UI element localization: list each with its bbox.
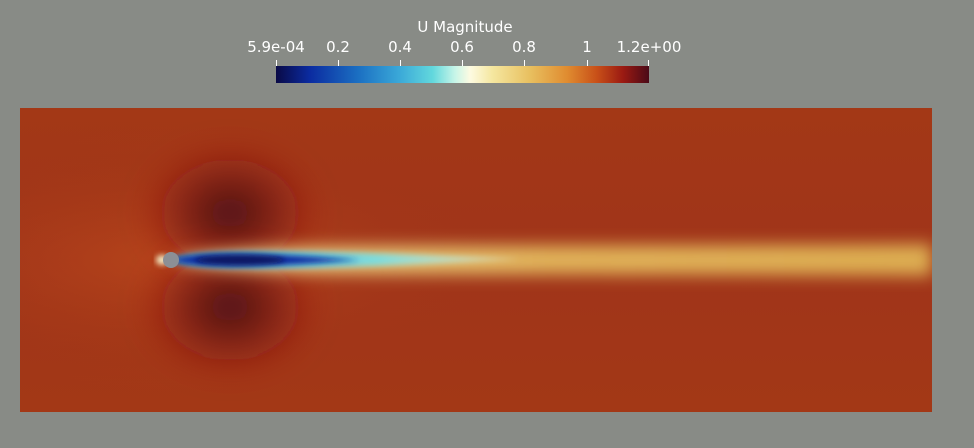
flow-field-render bbox=[20, 108, 932, 412]
flow-field[interactable] bbox=[20, 108, 932, 412]
scalar-bar-title: U Magnitude bbox=[417, 18, 513, 36]
scalar-bar-tick bbox=[276, 60, 277, 70]
wake-low-velocity-core bbox=[195, 255, 285, 265]
scalar-bar-tick bbox=[400, 60, 401, 70]
wake-outer-band bbox=[170, 244, 932, 276]
scalar-bar[interactable]: U Magnitude 5.9e-04 0.2 0.4 0.6 0.8 1 1.… bbox=[0, 0, 974, 100]
scalar-bar-tick-label: 1 bbox=[582, 38, 592, 56]
scalar-bar-tick-label: 5.9e-04 bbox=[247, 38, 305, 56]
scalar-bar-tick-label: 0.4 bbox=[388, 38, 412, 56]
scalar-bar-tick-label: 1.2e+00 bbox=[616, 38, 682, 56]
scalar-bar-gradient[interactable] bbox=[276, 66, 649, 83]
scalar-bar-tick bbox=[524, 60, 525, 70]
scalar-bar-tick bbox=[587, 60, 588, 70]
scalar-bar-tick-label: 0.2 bbox=[326, 38, 350, 56]
scalar-bar-tick bbox=[338, 60, 339, 70]
scalar-bar-tick bbox=[648, 60, 649, 70]
scalar-bar-tick-label: 0.8 bbox=[512, 38, 536, 56]
acceleration-lobe-bottom bbox=[140, 237, 320, 377]
cylinder-obstacle bbox=[163, 252, 179, 268]
scalar-bar-tick bbox=[462, 60, 463, 70]
scalar-bar-tick-label: 0.6 bbox=[450, 38, 474, 56]
